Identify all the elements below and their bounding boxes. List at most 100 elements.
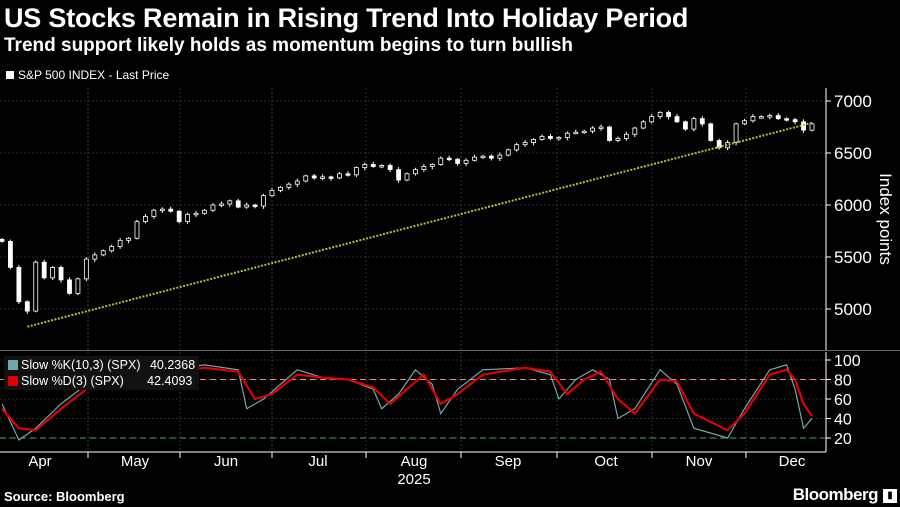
candle-body (666, 112, 671, 118)
candle-body (311, 175, 317, 179)
y-axis-label: Index points (876, 173, 895, 265)
candle-body (33, 261, 39, 312)
candle-body (269, 190, 275, 197)
candle-body (58, 266, 64, 281)
candle-body (564, 132, 570, 138)
candle-body (548, 135, 553, 139)
candle-body (429, 164, 435, 167)
candle-body (41, 261, 47, 279)
price-legend: S&P 500 INDEX - Last Price (6, 68, 169, 82)
candle-body (100, 250, 106, 256)
candle-body (109, 246, 115, 252)
candle-body (767, 115, 773, 118)
candle-body (809, 123, 815, 131)
k-last-value: 40.2368 (149, 358, 196, 372)
stoch-y-tick-label: 100 (834, 353, 861, 370)
candle-body (210, 204, 216, 211)
candle-body (244, 204, 250, 208)
candle-body (345, 173, 351, 176)
x-tick-label: Sep (495, 453, 522, 470)
candle-body (176, 210, 182, 223)
x-tick-label: May (121, 453, 150, 470)
chart-title: US Stocks Remain in Rising Trend Into Ho… (4, 3, 689, 33)
source-note: Source: Bloomberg (4, 489, 125, 504)
candle-body (514, 144, 520, 151)
candle-body (83, 258, 89, 280)
candle-body (573, 131, 579, 135)
candle-body (505, 149, 511, 156)
trend-support-line (27, 121, 813, 328)
candle-body (353, 167, 359, 176)
candle-body (286, 183, 292, 188)
k-legend-label: Slow %K(10,3) (SPX) (21, 358, 141, 372)
chart-subtitle: Trend support likely holds as momentum b… (4, 35, 573, 56)
candle-body (792, 119, 798, 123)
d-legend-label: Slow %D(3) (SPX) (21, 374, 124, 388)
candle-body (67, 279, 72, 294)
candle-body (8, 240, 13, 268)
d-last-value: 42.4093 (147, 374, 193, 388)
stoch-legend: Slow %K(10,3) (SPX) 40.2368 Slow %D(3) (… (4, 356, 200, 390)
candle-body (404, 173, 410, 181)
stoch-y-tick-label: 20 (834, 431, 852, 448)
candle-body (556, 136, 562, 140)
candle-body (252, 204, 258, 207)
candle-body (235, 200, 241, 208)
candle-body (480, 155, 486, 159)
candle-body (134, 221, 140, 239)
candle-body (590, 127, 596, 132)
x-tick-label: Jul (308, 453, 327, 470)
price-swatch (6, 71, 14, 79)
candle-body (742, 120, 747, 125)
candle-body (750, 116, 756, 122)
x-tick-label: Nov (686, 453, 713, 470)
x-tick-label: Dec (779, 453, 806, 470)
candle-body (691, 118, 697, 130)
candle-body (151, 209, 157, 217)
candle-body (472, 156, 477, 161)
candle-body (607, 126, 612, 141)
candle-body (159, 208, 165, 212)
candle-body (683, 121, 688, 130)
y-tick-label: 6000 (834, 196, 872, 215)
candle-body (657, 112, 663, 118)
y-tick-label: 5500 (834, 248, 872, 267)
candle-body (699, 118, 705, 125)
candle-body (488, 155, 494, 159)
candle-body (421, 166, 427, 171)
candle-body (278, 186, 283, 191)
candle-body (438, 157, 444, 165)
price-legend-label: S&P 500 INDEX - Last Price (18, 68, 170, 82)
candle-body (193, 212, 199, 216)
candle-body (294, 180, 300, 185)
y-tick-label: 6500 (834, 144, 872, 163)
candle-body (758, 116, 764, 119)
candle-body (463, 159, 469, 164)
candle-body (446, 157, 452, 161)
candle-body (615, 138, 621, 141)
candle-body (413, 169, 418, 175)
candle-body (261, 195, 266, 207)
candle-body (632, 127, 638, 135)
stoch-y-tick-label: 60 (834, 392, 852, 409)
candle-body (784, 118, 790, 121)
candle-body (581, 130, 587, 134)
d-swatch (8, 376, 18, 386)
candle-body (775, 115, 781, 120)
candle-body (674, 116, 680, 123)
candle-body (202, 209, 207, 214)
candle-body (16, 266, 22, 303)
y-tick-label: 7000 (834, 92, 872, 111)
candle-body (733, 123, 739, 143)
candle-body (387, 165, 393, 171)
candle-body (623, 133, 629, 139)
candle-body (168, 208, 174, 212)
candle-body (598, 126, 604, 129)
candle-body (522, 142, 528, 146)
x-year-label: 2025 (397, 471, 430, 488)
candle-body (362, 164, 368, 168)
x-tick-label: Oct (594, 453, 618, 470)
candle-body (50, 266, 56, 279)
candle-body (143, 216, 148, 223)
